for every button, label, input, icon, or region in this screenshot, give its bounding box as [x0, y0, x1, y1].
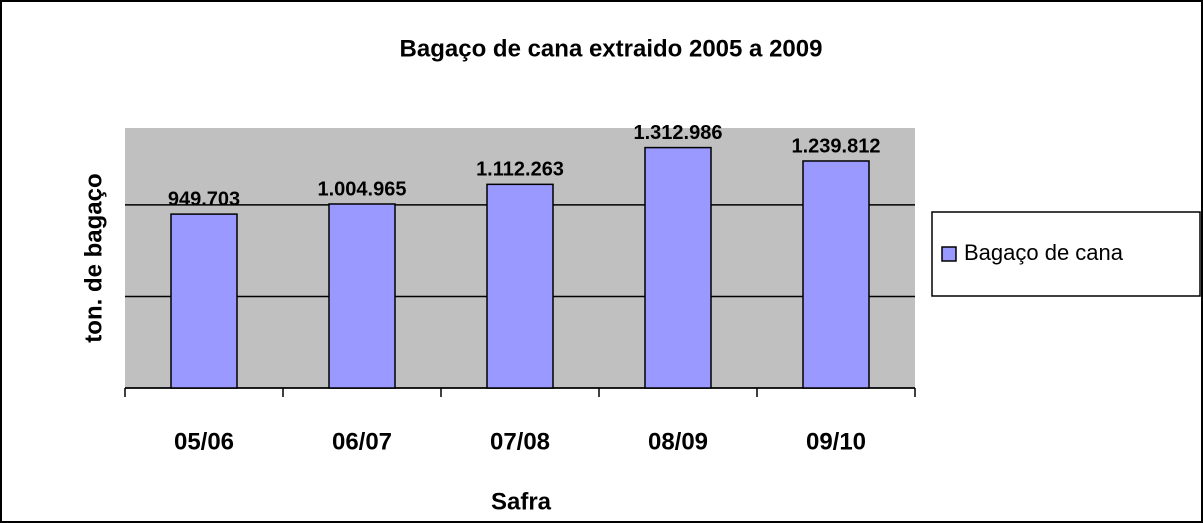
chart-title: Bagaço de cana extraido 2005 a 2009: [400, 35, 823, 62]
bar: [328, 203, 396, 389]
x-tick-label: 08/09: [648, 428, 708, 455]
bar: [802, 160, 870, 389]
data-label: 1.312.986: [634, 122, 723, 144]
x-tick-label: 06/07: [332, 428, 392, 455]
data-label: 1.112.263: [476, 159, 564, 181]
data-label: 1.239.812: [792, 135, 881, 157]
x-tick-label: 05/06: [174, 428, 234, 455]
data-label: 1.004.965: [318, 178, 407, 200]
bar: [170, 213, 238, 389]
x-tick-label: 09/10: [806, 428, 866, 455]
bar: [486, 183, 554, 389]
x-tick-label: 07/08: [490, 428, 550, 455]
legend: [931, 211, 1201, 297]
bar: [644, 146, 712, 389]
legend-swatch: [941, 246, 957, 262]
legend-label: Bagaço de cana: [964, 240, 1124, 265]
y-axis-label: ton. de bagaço: [80, 173, 107, 342]
x-axis-label: Safra: [491, 488, 552, 515]
data-label: 949.703: [168, 188, 240, 210]
